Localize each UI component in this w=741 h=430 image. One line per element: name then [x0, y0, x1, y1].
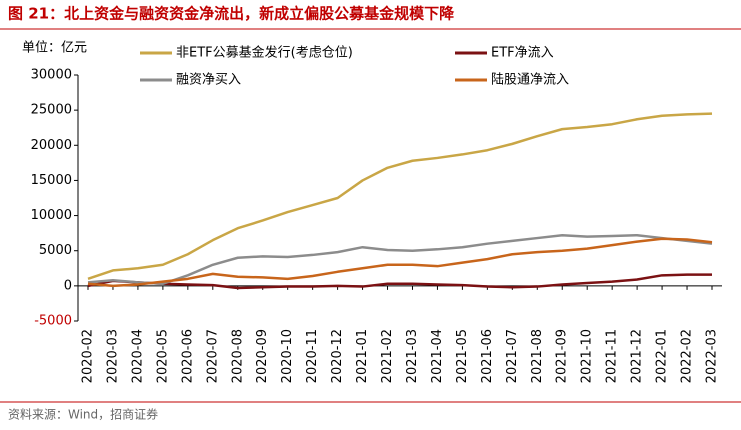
y-tick-label: 15000 — [31, 173, 72, 188]
x-tick-label: 2021-07 — [505, 329, 520, 383]
x-tick-label: 2020-06 — [180, 329, 195, 383]
y-tick-label: 20000 — [31, 138, 72, 153]
x-tick-label: 2020-07 — [205, 329, 220, 383]
series-line — [87, 112, 713, 281]
x-tick-label: 2020-10 — [280, 329, 295, 383]
series-line — [87, 234, 713, 285]
x-tick-label: 2020-11 — [305, 329, 320, 383]
series-line — [87, 273, 712, 290]
chart-title: 图 21：北上资金与融资资金净流出，新成立偏股公募基金规模下降 — [8, 5, 455, 23]
x-tick-label: 2020-02 — [81, 329, 96, 383]
series-line — [87, 237, 713, 288]
x-tick-label: 2021-08 — [530, 329, 545, 383]
x-tick-label: 2021-01 — [355, 329, 370, 383]
x-tick-label: 2021-11 — [605, 329, 620, 383]
y-tick-label: 5000 — [39, 243, 72, 258]
x-tick-label: 2021-05 — [455, 329, 470, 383]
x-tick-label: 2021-10 — [580, 329, 595, 383]
x-tick-label: 2022-02 — [680, 329, 695, 383]
x-tick-label: 2021-02 — [380, 329, 395, 383]
x-tick-label: 2020-12 — [330, 329, 345, 383]
x-tick-label: 2020-03 — [105, 329, 120, 383]
x-tick-label: 2021-12 — [630, 329, 645, 383]
y-tick-label: 30000 — [31, 68, 72, 83]
legend-label: 非ETF公募基金发行(考虑仓位) — [176, 45, 353, 61]
x-tick-label: 2021-04 — [430, 329, 445, 383]
legend-label: 融资净买入 — [176, 73, 241, 88]
x-tick-label: 2022-03 — [705, 329, 720, 383]
y-tick-label: -5000 — [34, 314, 72, 329]
y-tick-label: 10000 — [31, 208, 72, 223]
x-tick-label: 2020-04 — [130, 329, 145, 383]
x-tick-label: 2020-08 — [230, 329, 245, 383]
x-tick-label: 2020-09 — [255, 329, 270, 383]
x-tick-label: 2020-05 — [155, 329, 170, 383]
x-tick-label: 2021-06 — [480, 329, 495, 383]
unit-label: 单位：亿元 — [22, 41, 87, 56]
x-tick-label: 2021-03 — [405, 329, 420, 383]
x-tick-label: 2022-01 — [655, 329, 670, 383]
legend-label: ETF净流入 — [491, 46, 554, 61]
source: 资料来源：Wind，招商证券 — [8, 407, 158, 422]
y-tick-label: 25000 — [31, 103, 72, 118]
legend-label: 陆股通净流入 — [491, 72, 569, 88]
y-tick-label: 0 — [64, 278, 72, 293]
x-tick-label: 2021-09 — [555, 329, 570, 383]
